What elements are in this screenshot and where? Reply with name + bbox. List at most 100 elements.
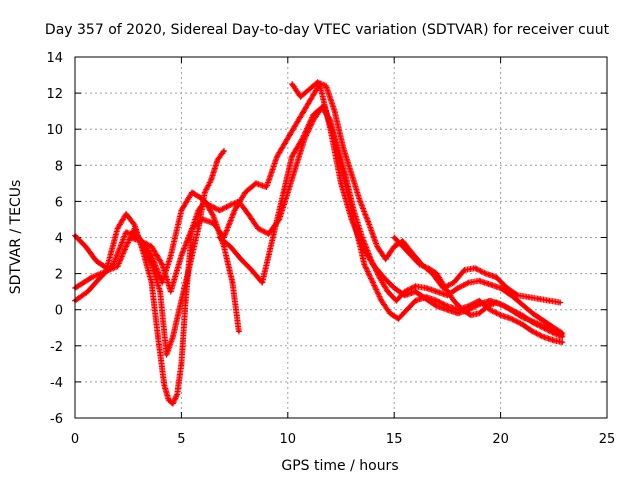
data-point	[505, 286, 509, 290]
data-point	[554, 329, 558, 333]
y-tick-label: 14	[46, 51, 63, 66]
y-tick-label: 12	[46, 87, 63, 102]
data-point	[265, 185, 269, 189]
data-point	[211, 214, 215, 218]
data-point	[207, 203, 211, 207]
data-point	[167, 398, 171, 402]
data-point	[392, 245, 396, 249]
data-point	[116, 264, 120, 268]
data-point	[324, 84, 328, 88]
data-point	[467, 304, 471, 308]
data-point	[426, 266, 430, 270]
data-point	[484, 272, 488, 276]
data-point	[156, 335, 160, 339]
data-point	[299, 95, 303, 99]
data-point	[296, 118, 300, 122]
data-point	[350, 172, 354, 176]
data-point	[203, 190, 207, 194]
data-point	[371, 281, 375, 285]
data-point	[511, 310, 515, 314]
data-point	[424, 297, 428, 301]
data-point	[150, 245, 154, 249]
data-point	[488, 299, 492, 303]
data-point	[401, 245, 405, 249]
data-point	[396, 317, 400, 321]
data-point	[477, 279, 481, 283]
data-point	[179, 362, 183, 366]
data-point	[222, 245, 226, 249]
data-point	[111, 263, 115, 267]
data-point	[218, 236, 222, 239]
y-tick-label: 0	[55, 304, 63, 319]
x-tick-label: 10	[280, 432, 297, 447]
series-track-5	[216, 102, 566, 337]
data-point	[211, 221, 215, 225]
chart-title: Day 357 of 2020, Sidereal Day-to-day VTE…	[45, 22, 610, 38]
data-point	[133, 226, 137, 230]
data-point	[469, 313, 473, 317]
data-point	[301, 136, 305, 140]
data-point	[452, 299, 456, 303]
data-point	[516, 293, 520, 297]
data-point	[558, 300, 562, 304]
data-point	[435, 290, 439, 294]
data-point	[339, 181, 343, 185]
plot-frame	[74, 56, 608, 419]
data-point	[233, 208, 237, 212]
data-point	[358, 199, 362, 203]
data-point	[243, 190, 247, 194]
data-point	[209, 178, 213, 182]
data-point	[158, 290, 162, 294]
data-point	[84, 245, 88, 249]
data-point	[435, 272, 439, 276]
data-point	[386, 290, 390, 294]
y-tick-label: 4	[55, 232, 63, 247]
data-point	[247, 214, 251, 218]
data-point	[239, 257, 243, 261]
data-point	[409, 254, 413, 258]
data-point	[528, 319, 532, 323]
data-point	[139, 239, 143, 243]
data-point	[311, 113, 315, 117]
data-point	[418, 263, 422, 267]
data-point	[124, 212, 128, 216]
data-point	[341, 145, 345, 149]
data-point	[443, 286, 447, 290]
data-point	[367, 221, 371, 225]
data-point	[184, 299, 188, 303]
y-tick-label: 6	[55, 195, 63, 210]
data-point	[171, 402, 175, 406]
data-point	[222, 149, 226, 153]
data-point	[560, 333, 564, 337]
data-point	[282, 190, 286, 194]
data-point	[322, 104, 326, 108]
data-point	[188, 263, 192, 267]
data-point	[456, 311, 460, 315]
y-axis-label: SDTVAR / TECUs	[8, 180, 24, 295]
series-track-7	[391, 234, 566, 338]
data-point	[494, 300, 498, 304]
data-point	[384, 257, 388, 261]
data-point	[462, 268, 466, 272]
data-point	[316, 80, 320, 84]
data-point	[379, 299, 383, 303]
data-point	[196, 226, 200, 230]
data-point	[526, 295, 530, 299]
data-point	[350, 217, 354, 221]
y-tick-label: 8	[55, 159, 63, 174]
data-point	[362, 263, 366, 267]
series-track-4	[127, 81, 566, 340]
data-point	[473, 266, 477, 270]
data-point	[413, 299, 417, 303]
data-point	[452, 281, 456, 285]
data-point	[552, 338, 556, 342]
data-point	[190, 190, 194, 194]
x-tick-label: 0	[71, 432, 79, 447]
data-point	[175, 393, 179, 397]
data-point	[541, 335, 545, 339]
data-point	[201, 217, 205, 221]
data-point	[413, 284, 417, 288]
data-point	[537, 297, 541, 301]
